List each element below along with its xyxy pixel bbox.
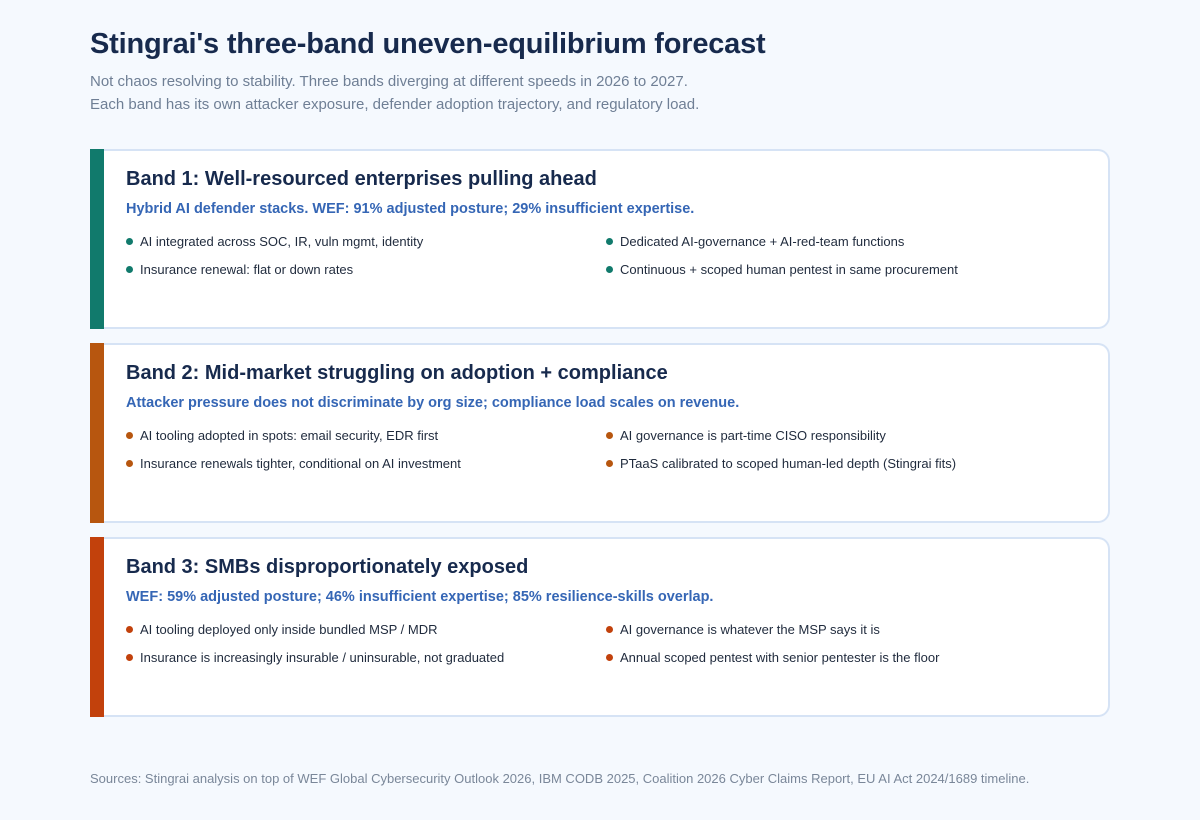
- bullet-dot-icon: [126, 626, 133, 633]
- subtitle-line: Each band has its own attacker exposure,…: [90, 96, 700, 113]
- bullet-text: AI governance is part-time CISO responsi…: [620, 428, 886, 443]
- band-bullet: AI integrated across SOC, IR, vuln mgmt,…: [126, 234, 423, 249]
- band-bullet: AI governance is part-time CISO responsi…: [606, 428, 886, 443]
- band-card-3: Band 3: SMBs disproportionately exposed …: [90, 537, 1110, 717]
- band-subtitle: WEF: 59% adjusted posture; 46% insuffici…: [126, 589, 714, 605]
- band-bullet: Insurance renewals tighter, conditional …: [126, 456, 461, 471]
- band-accent-bar: [90, 343, 104, 523]
- bullet-dot-icon: [126, 238, 133, 245]
- bullet-text: AI tooling adopted in spots: email secur…: [140, 428, 439, 443]
- bullet-dot-icon: [606, 238, 613, 245]
- band-title: Band 3: SMBs disproportionately exposed: [126, 556, 529, 578]
- band-accent-bar: [90, 149, 104, 329]
- band-bullet: Insurance renewal: flat or down rates: [126, 262, 353, 277]
- bullet-text: AI integrated across SOC, IR, vuln mgmt,…: [140, 234, 424, 249]
- band-bullet: AI tooling deployed only inside bundled …: [126, 622, 438, 637]
- page-title: Stingrai's three-band uneven-equilibrium…: [90, 28, 766, 60]
- band-card-1: Band 1: Well-resourced enterprises pulli…: [90, 149, 1110, 329]
- bullet-text: AI tooling deployed only inside bundled …: [140, 622, 438, 637]
- band-bullet: Insurance is increasingly insurable / un…: [126, 650, 504, 665]
- bullet-dot-icon: [126, 432, 133, 439]
- band-subtitle: Hybrid AI defender stacks. WEF: 91% adju…: [126, 201, 695, 217]
- bullet-dot-icon: [606, 626, 613, 633]
- bullet-text: Annual scoped pentest with senior pentes…: [620, 650, 940, 665]
- bullet-dot-icon: [126, 654, 133, 661]
- band-bullet: Dedicated AI-governance + AI-red-team fu…: [606, 234, 904, 249]
- bullet-text: AI governance is whatever the MSP says i…: [620, 622, 880, 637]
- bullet-dot-icon: [606, 460, 613, 467]
- bullet-dot-icon: [126, 460, 133, 467]
- subtitle-line: Not chaos resolving to stability. Three …: [90, 73, 688, 90]
- band-bullet: Annual scoped pentest with senior pentes…: [606, 650, 939, 665]
- page-subtitle: Not chaos resolving to stability. Three …: [90, 70, 699, 116]
- bullet-text: Continuous + scoped human pentest in sam…: [620, 262, 958, 277]
- bullet-text: Insurance is increasingly insurable / un…: [140, 650, 505, 665]
- band-bullet: AI governance is whatever the MSP says i…: [606, 622, 880, 637]
- band-subtitle: Attacker pressure does not discriminate …: [126, 395, 740, 411]
- bullet-text: PTaaS calibrated to scoped human-led dep…: [620, 456, 957, 471]
- band-bullet: AI tooling adopted in spots: email secur…: [126, 428, 438, 443]
- band-bullet: Continuous + scoped human pentest in sam…: [606, 262, 958, 277]
- band-title: Band 1: Well-resourced enterprises pulli…: [126, 168, 597, 190]
- band-title: Band 2: Mid-market struggling on adoptio…: [126, 362, 668, 384]
- band-card-2: Band 2: Mid-market struggling on adoptio…: [90, 343, 1110, 523]
- bullet-text: Insurance renewals tighter, conditional …: [140, 456, 461, 471]
- bullet-text: Insurance renewal: flat or down rates: [140, 262, 354, 277]
- bullet-dot-icon: [126, 266, 133, 273]
- bullet-dot-icon: [606, 432, 613, 439]
- band-bullet: PTaaS calibrated to scoped human-led dep…: [606, 456, 956, 471]
- band-accent-bar: [90, 537, 104, 717]
- bullet-text: Dedicated AI-governance + AI-red-team fu…: [620, 234, 905, 249]
- bullet-dot-icon: [606, 654, 613, 661]
- sources-footnote: Sources: Stingrai analysis on top of WEF…: [90, 771, 1030, 786]
- bullet-dot-icon: [606, 266, 613, 273]
